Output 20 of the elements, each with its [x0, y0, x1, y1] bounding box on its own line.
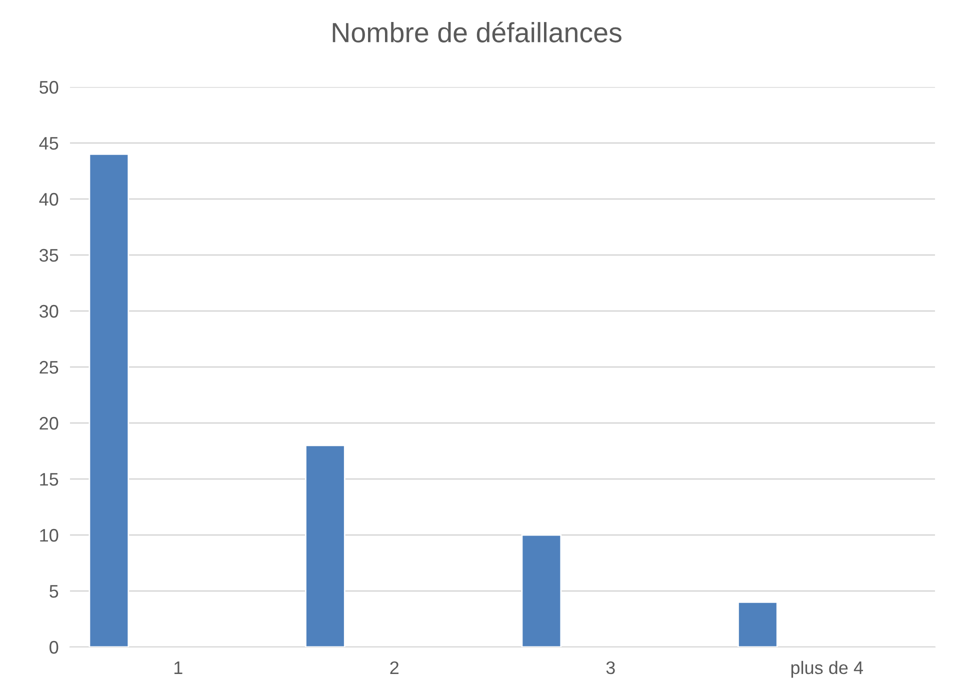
y-tick-label: 45: [39, 137, 58, 150]
x-tick-label: 3: [606, 661, 615, 674]
y-tick-label: 10: [40, 528, 58, 542]
y-tick-label: 35: [39, 248, 58, 262]
bar: [521, 534, 562, 647]
x-tick-label: plus de 4: [791, 660, 863, 678]
y-tick-label: 50: [40, 80, 58, 94]
y-tick-label: 20: [40, 416, 58, 430]
bar: [738, 602, 778, 647]
x-tick-label: 1: [174, 662, 182, 674]
y-tick-label: 40: [39, 192, 58, 206]
y-tick-label: 30: [39, 304, 58, 318]
y-tick-label: 5: [50, 585, 58, 598]
chart-title: Nombre de défaillances: [332, 22, 622, 42]
y-tick-label: 0: [50, 640, 58, 654]
y-tick-label: 15: [40, 473, 58, 486]
bar: [88, 154, 130, 647]
bar: [305, 444, 346, 647]
x-tick-label: 2: [390, 661, 398, 674]
y-tick-label: 25: [40, 360, 58, 374]
